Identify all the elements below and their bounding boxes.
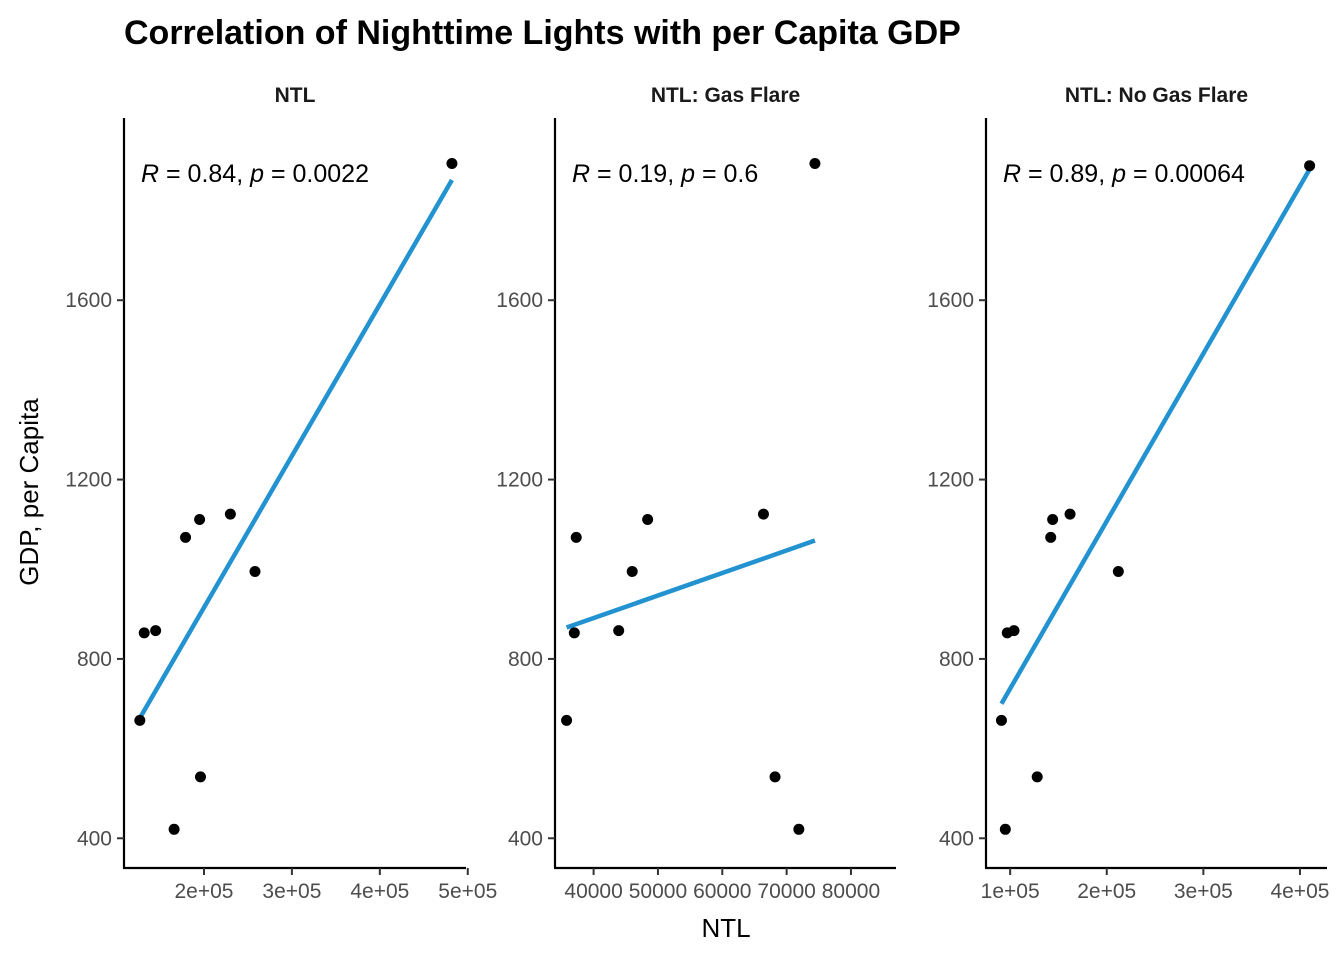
x-tick-label: 2e+05 <box>1077 880 1136 903</box>
y-tick-label: 400 <box>939 827 974 850</box>
data-point <box>1112 565 1124 577</box>
data-point <box>626 565 638 577</box>
data-point <box>999 823 1011 835</box>
data-point <box>224 508 236 520</box>
facet-strip-label: NTL <box>275 84 316 107</box>
x-tick-label: 2e+05 <box>175 880 234 903</box>
regression-line <box>565 538 816 630</box>
y-tick-label: 1600 <box>65 289 112 312</box>
correlation-stat-label: R = 0.89, p = 0.00064 <box>1003 160 1245 188</box>
data-point <box>168 823 180 835</box>
data-point <box>995 714 1007 726</box>
x-tick-label: 80000 <box>822 880 880 903</box>
x-tick-label: 5e+05 <box>438 880 497 903</box>
y-tick-label: 800 <box>939 648 974 671</box>
y-tick-label: 400 <box>508 827 543 850</box>
data-point <box>757 508 769 520</box>
facet-panel-1: NTL 400 800 1200 1600 2e+05 3e+05 4e+05 5e+05 R =… <box>65 84 497 903</box>
y-tick-label: 1200 <box>927 469 974 492</box>
data-point <box>1008 625 1020 637</box>
data-point <box>568 627 580 639</box>
x-tick-label: 4e+05 <box>350 880 409 903</box>
x-axis-label: NTL <box>701 913 750 943</box>
data-point <box>138 627 150 639</box>
y-tick-label: 1200 <box>65 469 112 492</box>
data-point <box>613 625 625 637</box>
facet-strip-label: NTL: Gas Flare <box>651 84 800 107</box>
x-tick-label: 4e+05 <box>1270 880 1329 903</box>
x-tick-label: 70000 <box>757 880 815 903</box>
x-tick-label: 1e+05 <box>981 880 1040 903</box>
y-tick-label: 1600 <box>496 289 543 312</box>
data-point <box>180 531 192 543</box>
facet-panel-3: NTL: No Gas Flare 400 800 1200 1600 1e+05 2e+0… <box>927 84 1329 903</box>
x-tick-label: 40000 <box>564 880 622 903</box>
y-tick-label: 800 <box>77 648 112 671</box>
data-point <box>809 157 821 169</box>
y-tick-label: 1600 <box>927 289 974 312</box>
y-axis-label: GDP, per Capita <box>14 398 44 586</box>
data-point <box>1304 160 1316 172</box>
x-tick-label: 3e+05 <box>1174 880 1233 903</box>
data-point <box>642 513 654 525</box>
data-point <box>194 771 206 783</box>
chart-title: Correlation of Nighttime Lights with per… <box>124 14 961 52</box>
x-tick-label: 50000 <box>629 880 687 903</box>
data-point <box>134 714 146 726</box>
data-point <box>150 625 162 637</box>
data-point <box>1045 531 1057 543</box>
data-point <box>1031 771 1043 783</box>
correlation-stat-label: R = 0.19, p = 0.6 <box>572 160 758 188</box>
y-tick-label: 1200 <box>496 469 543 492</box>
data-point <box>793 823 805 835</box>
y-tick-label: 800 <box>508 648 543 671</box>
regression-line <box>137 178 454 720</box>
x-tick-label: 60000 <box>693 880 751 903</box>
y-tick-label: 400 <box>77 827 112 850</box>
data-point <box>249 565 261 577</box>
data-point <box>446 157 458 169</box>
correlation-stat-label: R = 0.84, p = 0.0022 <box>141 160 369 188</box>
facet-panel-2: NTL: Gas Flare 400 800 1200 1600 40000 50000 60… <box>496 84 896 903</box>
data-point <box>194 513 206 525</box>
regression-line <box>999 168 1312 705</box>
x-tick-label: 3e+05 <box>262 880 321 903</box>
data-point <box>1047 513 1059 525</box>
data-point <box>570 531 582 543</box>
data-point <box>1064 508 1076 520</box>
data-point <box>769 771 781 783</box>
facet-strip-label: NTL: No Gas Flare <box>1065 84 1248 107</box>
panels: NTL 400 800 1200 1600 2e+05 3e+05 4e+05 5e+05 R =… <box>65 84 1329 903</box>
data-point <box>561 714 573 726</box>
